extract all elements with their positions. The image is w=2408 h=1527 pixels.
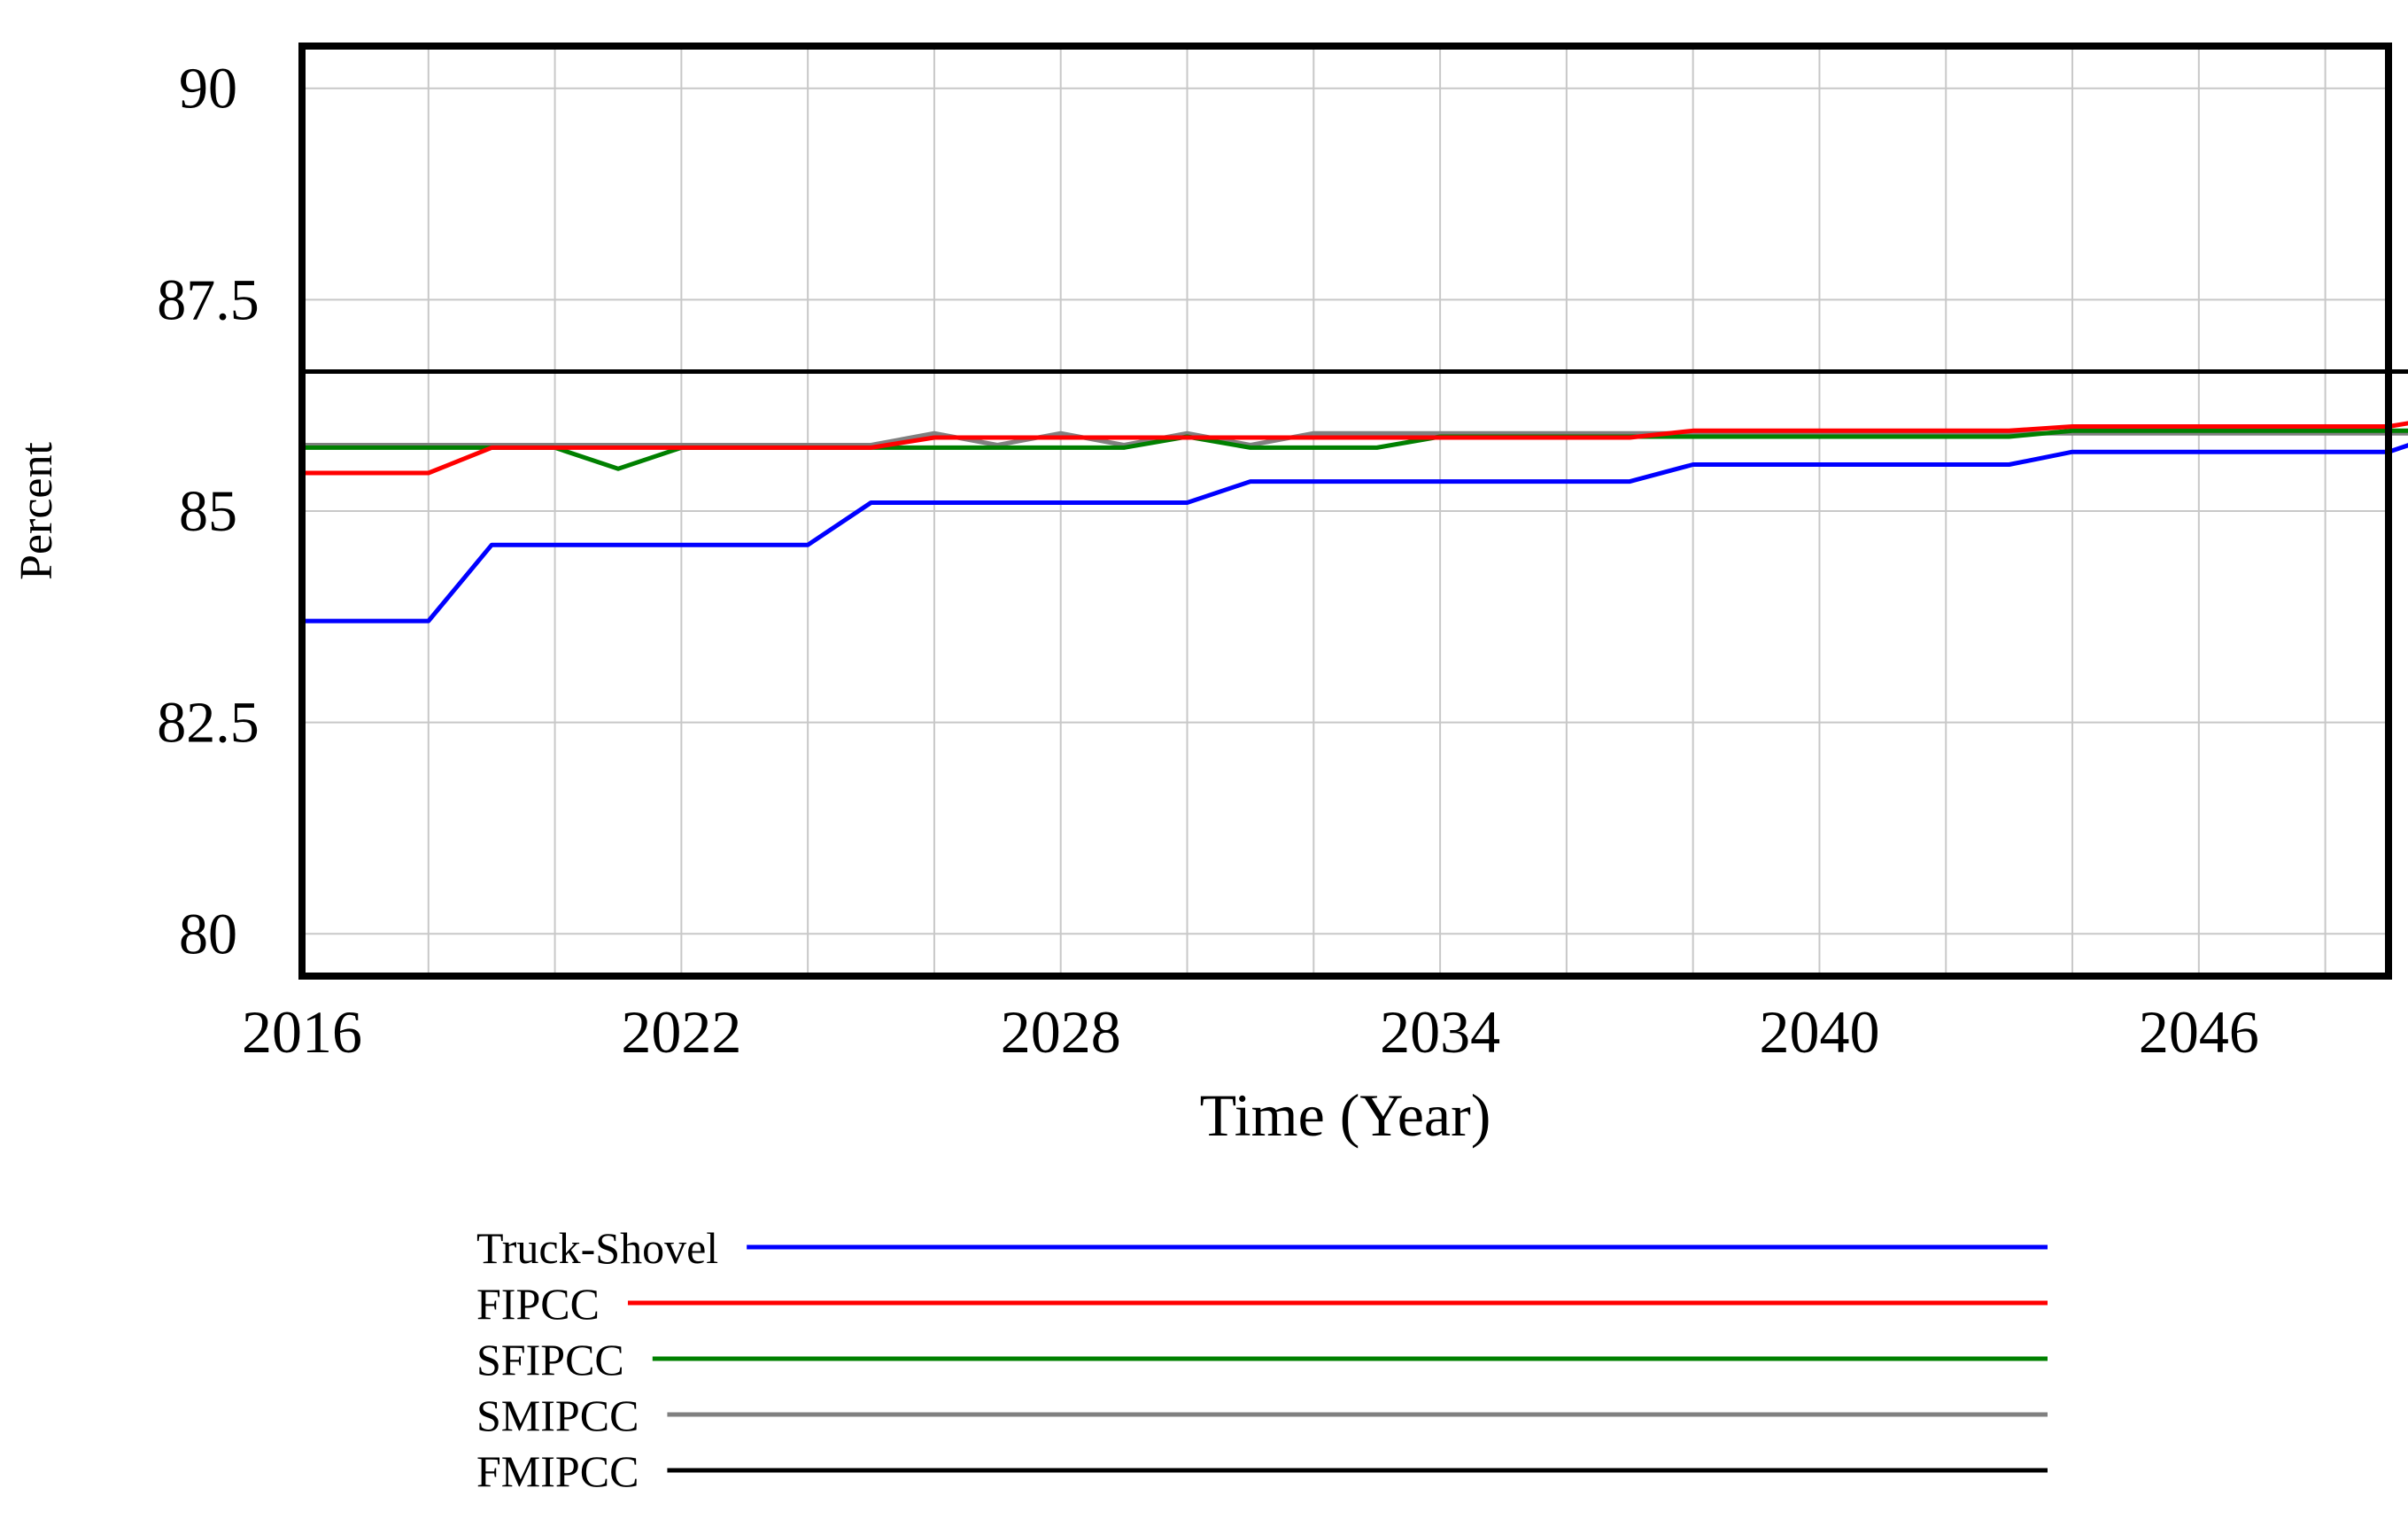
series-line-truck-shovel xyxy=(302,443,2408,624)
x-tick-label: 2040 xyxy=(1759,998,1879,1066)
y-tick-label: 90 xyxy=(179,57,237,121)
x-tick-label: 2034 xyxy=(1380,998,1500,1066)
series-lines xyxy=(302,369,2408,624)
x-tick-label: 2028 xyxy=(1001,998,1121,1066)
x-tick-label: 2022 xyxy=(621,998,741,1066)
legend-label: Truck-Shovel xyxy=(476,1223,718,1273)
x-axis-label: Time (Year) xyxy=(1200,1081,1491,1149)
x-tick-label: 2016 xyxy=(242,998,362,1066)
x-tick-labels: 2016 2022 2028 2034 2040 2046 xyxy=(242,998,2259,1066)
grid-lines xyxy=(302,46,2389,976)
legend-label: SFIPCC xyxy=(476,1335,624,1384)
series-line-sfipcc xyxy=(302,428,2408,471)
y-tick-label: 80 xyxy=(179,902,237,966)
legend-label: FIPCC xyxy=(476,1279,600,1329)
y-tick-labels: 80 82.5 85 87.5 90 xyxy=(157,57,259,967)
y-tick-label: 85 xyxy=(179,479,237,544)
legend: Truck-Shovel FIPCC SFIPCC SMIPCC FMIPCC xyxy=(476,1223,2048,1496)
y-tick-label: 87.5 xyxy=(157,267,259,332)
legend-label: FMIPCC xyxy=(476,1446,639,1496)
legend-label: SMIPCC xyxy=(476,1391,639,1440)
y-tick-label: 82.5 xyxy=(157,691,259,756)
series-line-fipcc xyxy=(302,421,2408,476)
x-tick-label: 2046 xyxy=(2139,998,2259,1066)
plot-frame xyxy=(298,43,2392,980)
y-axis-label: Percent xyxy=(12,441,62,579)
